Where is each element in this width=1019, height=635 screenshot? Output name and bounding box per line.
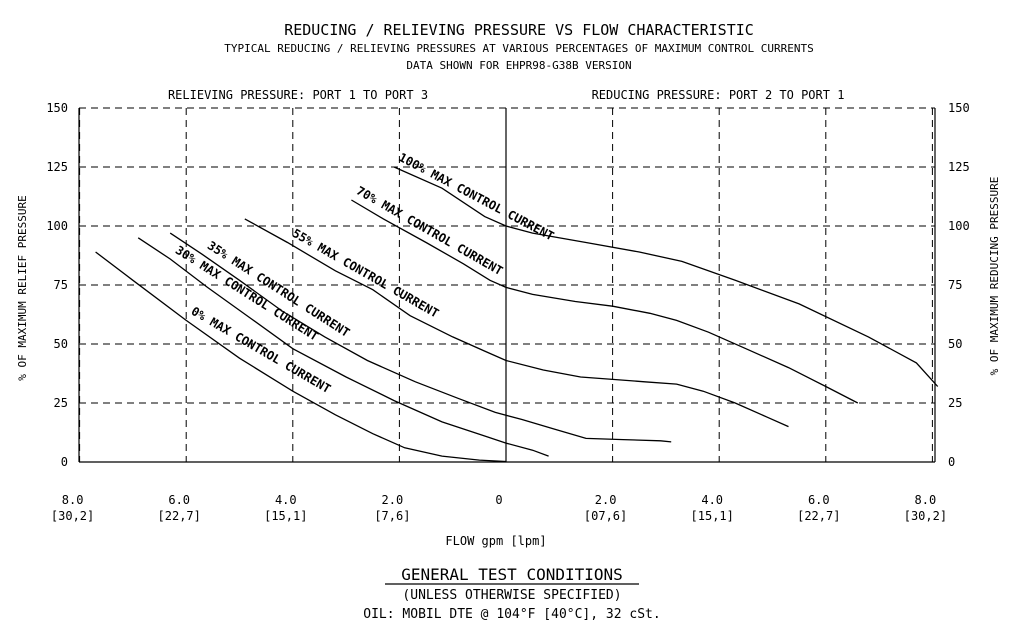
series-line-0 — [393, 166, 939, 387]
chart-version-note: DATA SHOWN FOR EHPR98-G38B VERSION — [406, 59, 631, 72]
y-tick-label-right: 125 — [948, 160, 970, 174]
y-axis-label-left: % OF MAXIMUM RELIEF PRESSURE — [16, 195, 29, 380]
test-conditions-heading: GENERAL TEST CONDITIONS — [401, 565, 623, 584]
y-tick-label-right: 100 — [948, 219, 970, 233]
y-tick-label-right: 25 — [948, 396, 962, 410]
y-tick-label-left: 25 — [54, 396, 68, 410]
x-tick-label: 8.0 — [62, 493, 84, 507]
axes — [78, 108, 936, 463]
x-tick-label: 6.0 — [168, 493, 190, 507]
x-tick-label-lpm: [7,6] — [374, 509, 410, 523]
x-tick-label-lpm: [22,7] — [158, 509, 201, 523]
grid — [79, 107, 935, 462]
y-tick-label-left: 125 — [46, 160, 68, 174]
y-tick-label-left: 75 — [54, 278, 68, 292]
series-line-5 — [95, 251, 507, 463]
y-tick-label-right: 75 — [948, 278, 962, 292]
x-tick-label: 8.0 — [915, 493, 937, 507]
x-tick-label-lpm: [15,1] — [264, 509, 307, 523]
x-axis-label: FLOW gpm [lpm] — [445, 534, 546, 548]
x-tick-label: 2.0 — [595, 493, 617, 507]
y-tick-label-left: 50 — [54, 337, 68, 351]
x-tick-label: 4.0 — [701, 493, 723, 507]
y-tick-label-left: 150 — [46, 101, 68, 115]
y-tick-label-right: 50 — [948, 337, 962, 351]
x-tick-label-lpm: [07,6] — [584, 509, 627, 523]
relieving-section-label: RELIEVING PRESSURE: PORT 1 TO PORT 3 — [168, 88, 428, 102]
x-tick-label: 0 — [495, 493, 502, 507]
x-ticks: 8.0 [30,2] 6.0 [22,7] 4.0 [15,1] 2.0 [7,6] 0 2.0 [… — [51, 493, 947, 523]
series-line-4 — [137, 237, 549, 457]
reducing-section-label: REDUCING PRESSURE: PORT 2 TO PORT 1 — [592, 88, 845, 102]
series-curves — [95, 166, 939, 463]
y-axis-label-right: % OF MAXIMUM REDUCING PRESSURE — [988, 177, 1001, 376]
x-tick-label-lpm: [22,7] — [797, 509, 840, 523]
test-conditions-note: (UNLESS OTHERWISE SPECIFIED) — [402, 588, 621, 603]
x-tick-label: 2.0 — [382, 493, 404, 507]
y-ticks-right: 0 25 50 75 100 125 150 — [948, 101, 970, 469]
y-tick-label-left: 0 — [61, 455, 68, 469]
chart-title: REDUCING / RELIEVING PRESSURE VS FLOW CH… — [284, 21, 754, 39]
x-tick-label-lpm: [15,1] — [691, 509, 734, 523]
y-tick-label-right: 150 — [948, 101, 970, 115]
x-tick-label-lpm: [30,2] — [51, 509, 94, 523]
y-tick-label-right: 0 — [948, 455, 955, 469]
x-tick-label: 4.0 — [275, 493, 297, 507]
series-line-2 — [244, 218, 789, 428]
series-line-3 — [169, 232, 672, 443]
y-ticks-left: 0 25 50 75 100 125 150 — [46, 101, 68, 469]
x-tick-label-lpm: [30,2] — [904, 509, 947, 523]
series-line-1 — [351, 199, 859, 404]
test-conditions-oil: OIL: MOBIL DTE @ 104°F [40°C], 32 cSt. — [363, 607, 660, 622]
x-tick-label: 6.0 — [808, 493, 830, 507]
y-tick-label-left: 100 — [46, 219, 68, 233]
chart-subtitle: TYPICAL REDUCING / RELIEVING PRESSURES A… — [224, 42, 813, 55]
